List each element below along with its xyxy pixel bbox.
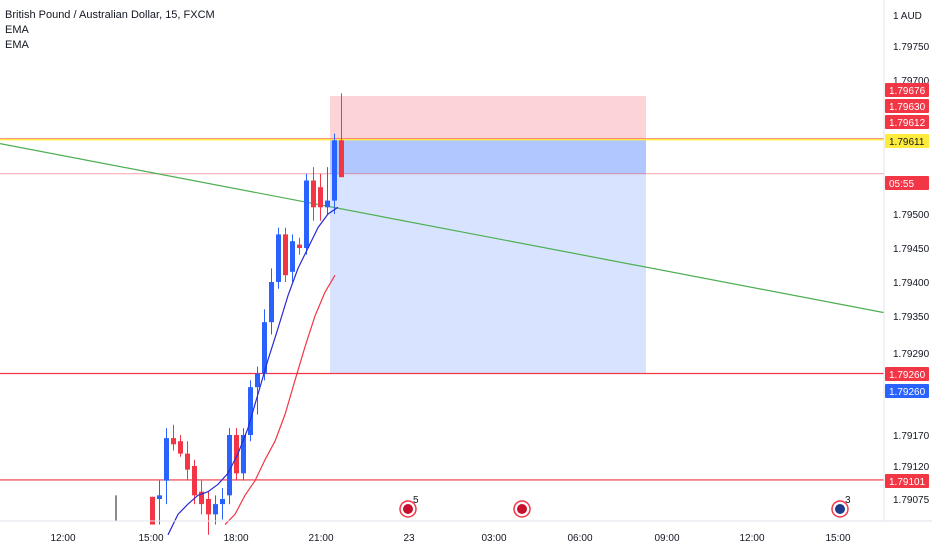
candle-body[interactable] (227, 435, 232, 496)
price-tag-label: 1.79676 (889, 86, 926, 97)
candle-body[interactable] (318, 187, 323, 208)
y-tick-label: 1.79290 (893, 349, 930, 360)
trendline[interactable] (0, 143, 885, 314)
flag-fill (835, 504, 845, 514)
y-tick-label: 1.79350 (893, 312, 930, 323)
event-badge: 5 (413, 495, 419, 506)
candle-body[interactable] (192, 466, 197, 496)
candle-body[interactable] (269, 282, 274, 323)
flag-fill (517, 504, 527, 514)
chart-legend: British Pound / Australian Dollar, 15, F… (5, 8, 215, 53)
position-stop-zone[interactable] (330, 96, 646, 140)
ema-slow-line (224, 274, 336, 526)
y-tick-label: 1.79750 (893, 42, 930, 53)
price-tag[interactable] (885, 384, 929, 398)
ema-indicator-2[interactable]: EMA (5, 39, 29, 51)
y-tick-label: 1.79075 (893, 495, 930, 506)
candle-body[interactable] (178, 441, 183, 454)
y-tick-label: 1.79120 (893, 462, 930, 473)
candle-body[interactable] (185, 453, 190, 470)
price-tag-label: 1.79101 (889, 477, 926, 488)
x-tick-label: 09:00 (654, 533, 679, 544)
y-tick-label: 1.79400 (893, 278, 930, 289)
y-tick-label: 1.79450 (893, 244, 930, 255)
price-tag-label: 1.79611 (889, 137, 925, 148)
price-tag-label: 1.79612 (889, 118, 926, 129)
candle-body[interactable] (171, 438, 176, 445)
candle-body[interactable] (332, 140, 337, 201)
price-tag[interactable] (885, 176, 929, 190)
price-tag-label: 1.79260 (889, 370, 926, 381)
position-target-zone[interactable] (330, 139, 646, 374)
x-tick-label: 12:00 (739, 533, 764, 544)
price-tag[interactable] (885, 367, 929, 381)
price-tag-label: 1.79260 (889, 387, 926, 398)
y-tick-label: 1.79170 (893, 431, 930, 442)
price-tag[interactable] (885, 474, 929, 488)
price-tag[interactable] (885, 115, 929, 129)
x-tick-label: 03:00 (481, 533, 506, 544)
price-tag-label: 05:55 (889, 179, 914, 190)
y-tick-label: 1.79700 (893, 76, 930, 87)
candle-body[interactable] (220, 499, 225, 505)
candle-body[interactable] (157, 495, 162, 499)
price-tag[interactable] (885, 99, 929, 113)
candle-body[interactable] (290, 241, 295, 272)
symbol-title[interactable]: British Pound / Australian Dollar, 15, F… (5, 9, 215, 21)
ema-indicator-1[interactable]: EMA (5, 24, 29, 36)
candle-body[interactable] (339, 140, 344, 178)
event-badge: 3 (845, 495, 851, 506)
candle-body[interactable] (213, 504, 218, 515)
x-tick-label: 18:00 (223, 533, 248, 544)
price-tag[interactable] (885, 134, 929, 148)
candle-body[interactable] (241, 435, 246, 474)
position-open-pnl-zone (330, 139, 646, 174)
flag-fill (403, 504, 413, 514)
x-tick-label: 21:00 (308, 533, 333, 544)
candle-body[interactable] (206, 499, 211, 515)
candle-body[interactable] (262, 322, 267, 374)
x-tick-label: 12:00 (50, 533, 75, 544)
x-tick-label: 06:00 (567, 533, 592, 544)
ema-fast-line (167, 206, 339, 536)
price-tag[interactable] (885, 83, 929, 97)
y-tick-label: 1.79500 (893, 210, 930, 221)
candle-body[interactable] (304, 180, 309, 249)
x-tick-label: 15:00 (138, 533, 163, 544)
candle-body[interactable] (325, 200, 330, 208)
x-tick-label: 23 (403, 533, 415, 544)
x-tick-label: 15:00 (825, 533, 850, 544)
candle-body[interactable] (283, 234, 288, 276)
candle-body[interactable] (255, 373, 260, 388)
candle-body[interactable] (248, 387, 253, 435)
candle-body[interactable] (164, 438, 169, 481)
candle-body[interactable] (311, 180, 316, 208)
candle-body[interactable] (150, 496, 155, 525)
candle-body[interactable] (199, 491, 204, 505)
price-tag-label: 1.79630 (889, 102, 926, 113)
candle-body[interactable] (297, 244, 302, 248)
candle-body[interactable] (276, 234, 281, 282)
candle-body[interactable] (234, 435, 239, 474)
currency-label[interactable]: 1 AUD (893, 11, 922, 22)
